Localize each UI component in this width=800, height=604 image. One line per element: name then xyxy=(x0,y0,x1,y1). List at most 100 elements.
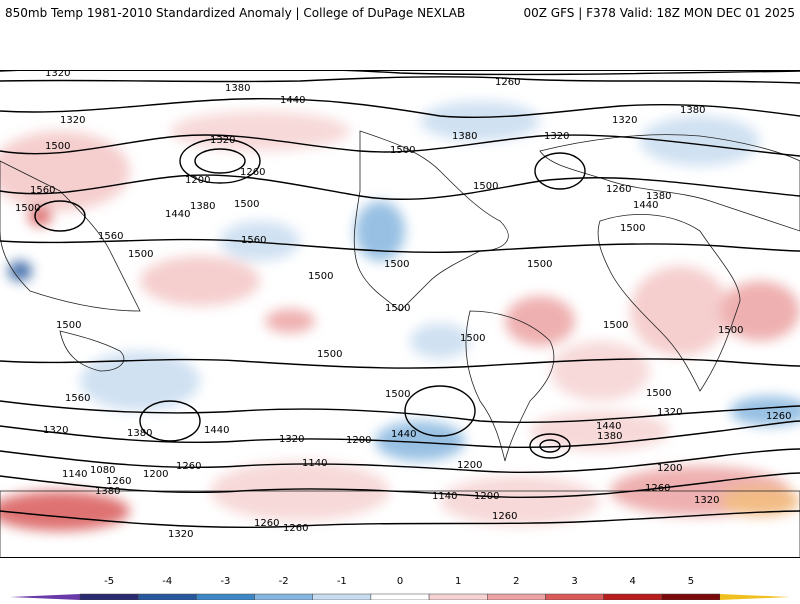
contour-label: 1320 xyxy=(43,425,68,436)
colorbar-high-extend xyxy=(720,594,790,600)
colorbar-tick-label: 4 xyxy=(630,576,636,587)
contour-label: 1500 xyxy=(56,320,81,331)
contour-label: 1500 xyxy=(385,303,410,314)
contour-label: 1380 xyxy=(95,486,120,497)
contour-label: 1260 xyxy=(176,461,201,472)
colorbar-segment xyxy=(254,593,313,601)
contour-label: 1140 xyxy=(302,458,327,469)
contour-label: 1320 xyxy=(60,115,85,126)
contour-label: 1260 xyxy=(492,511,517,522)
colorbar-segment xyxy=(428,593,488,601)
contour-label: 1260 xyxy=(766,411,791,422)
colorbar-tick-label: 2 xyxy=(513,576,519,587)
model-run-info: 00Z GFS | F378 Valid: 18Z MON DEC 01 202… xyxy=(523,6,795,20)
colorbar-segment xyxy=(312,593,372,601)
contour-labels: 1320 1380 1440 1260 1380 1320 1500 1560 … xyxy=(15,71,791,540)
contour-label: 1500 xyxy=(473,181,498,192)
colorbar-segment xyxy=(196,593,255,601)
colorbar-segment xyxy=(545,593,604,601)
contour-label: 1440 xyxy=(204,425,229,436)
contour-label: 1320 xyxy=(544,131,569,142)
map-canvas: 1320 1380 1440 1260 1380 1320 1500 1560 … xyxy=(0,71,800,557)
contour-label: 1500 xyxy=(15,203,40,214)
contour-label: 1140 xyxy=(62,469,87,480)
contour-label: 1260 xyxy=(606,184,631,195)
colorbar-ticks: -5 -4 -3 -2 -1 0 1 2 3 4 5 xyxy=(104,576,694,587)
contour-label: 1500 xyxy=(385,389,410,400)
contour-label: 1500 xyxy=(603,320,628,331)
contour-label: 1380 xyxy=(597,431,622,442)
contour-label: 1320 xyxy=(612,115,637,126)
contour-label: 1320 xyxy=(279,434,304,445)
colorbar-tick-label: -3 xyxy=(220,576,230,587)
contour-label: 1500 xyxy=(646,388,671,399)
colorbar-segments xyxy=(10,593,790,601)
contour-label: 1560 xyxy=(241,235,266,246)
colorbar-segment xyxy=(137,593,197,601)
colorbar-tick-label: -2 xyxy=(279,576,289,587)
contour-label: 1260 xyxy=(254,518,279,529)
contour-label: 1440 xyxy=(165,209,190,220)
contour-label: 1500 xyxy=(620,223,645,234)
contour-label: 1380 xyxy=(127,428,152,439)
contour-label: 1560 xyxy=(98,231,123,242)
contour-label: 1500 xyxy=(527,259,552,270)
contour-label: 1380 xyxy=(680,105,705,116)
colorbar-segment xyxy=(79,593,139,601)
contour-label: 1320 xyxy=(210,135,235,146)
contour-label: 1500 xyxy=(308,271,333,282)
contour-label: 1260 xyxy=(106,476,131,487)
anomaly-map: 1320 1380 1440 1260 1380 1320 1500 1560 … xyxy=(0,70,800,558)
contour-label: 1500 xyxy=(460,333,485,344)
contour-label: 1200 xyxy=(346,435,371,446)
contour-label: 1260 xyxy=(645,483,670,494)
color-scale-legend: -5 -4 -3 -2 -1 0 1 2 3 4 5 xyxy=(0,568,800,601)
colorbar-svg: -5 -4 -3 -2 -1 0 1 2 3 4 5 xyxy=(10,576,790,601)
colorbar-segment xyxy=(487,593,546,601)
contour-label: 1500 xyxy=(128,249,153,260)
contour-label: 1320 xyxy=(45,71,70,79)
map-title: 850mb Temp 1981-2010 Standardized Anomal… xyxy=(5,6,466,20)
contour-label: 1440 xyxy=(391,429,416,440)
colorbar-tick-label: -4 xyxy=(162,576,172,587)
contour-label: 1200 xyxy=(457,460,482,471)
colorbar-tick-label: -1 xyxy=(337,576,347,587)
contour-label: 1260 xyxy=(240,167,265,178)
contour-label: 1380 xyxy=(646,191,671,202)
contour-label: 1080 xyxy=(90,465,115,476)
contour-label: 1500 xyxy=(384,259,409,270)
colorbar-low-extend xyxy=(10,594,80,600)
contour-label: 1260 xyxy=(283,523,308,534)
colorbar-tick-label: 3 xyxy=(571,576,577,587)
contour-label: 1500 xyxy=(45,141,70,152)
colorbar-tick-label: -5 xyxy=(104,576,114,587)
contour-label: 1560 xyxy=(30,185,55,196)
contour-label: 1140 xyxy=(432,491,457,502)
contour-label: 1380 xyxy=(452,131,477,142)
contour-label: 1440 xyxy=(633,200,658,211)
contour-label: 1200 xyxy=(474,491,499,502)
contour-label: 1320 xyxy=(657,407,682,418)
colorbar-tick-label: 0 xyxy=(397,576,403,587)
anomaly-shading xyxy=(0,101,800,531)
colorbar-tick-label: 5 xyxy=(688,576,694,587)
contour-label: 1200 xyxy=(185,175,210,186)
contour-label: 1440 xyxy=(280,95,305,106)
header: 850mb Temp 1981-2010 Standardized Anomal… xyxy=(0,0,800,30)
colorbar-segment xyxy=(661,593,721,601)
contour-label: 1440 xyxy=(596,421,621,432)
colorbar-tick-label: 1 xyxy=(455,576,461,587)
height-contours xyxy=(0,71,800,529)
contour-label: 1500 xyxy=(718,325,743,336)
contour-label: 1380 xyxy=(225,83,250,94)
contour-label: 1380 xyxy=(190,201,215,212)
contour-label: 1500 xyxy=(390,145,415,156)
contour-label: 1200 xyxy=(143,469,168,480)
contour-label: 1560 xyxy=(65,393,90,404)
contour-label: 1500 xyxy=(234,199,259,210)
contour-label: 1260 xyxy=(495,77,520,88)
colorbar-segment xyxy=(603,593,663,601)
colorbar-segment xyxy=(370,593,430,601)
contour-label: 1320 xyxy=(694,495,719,506)
contour-label: 1200 xyxy=(657,463,682,474)
